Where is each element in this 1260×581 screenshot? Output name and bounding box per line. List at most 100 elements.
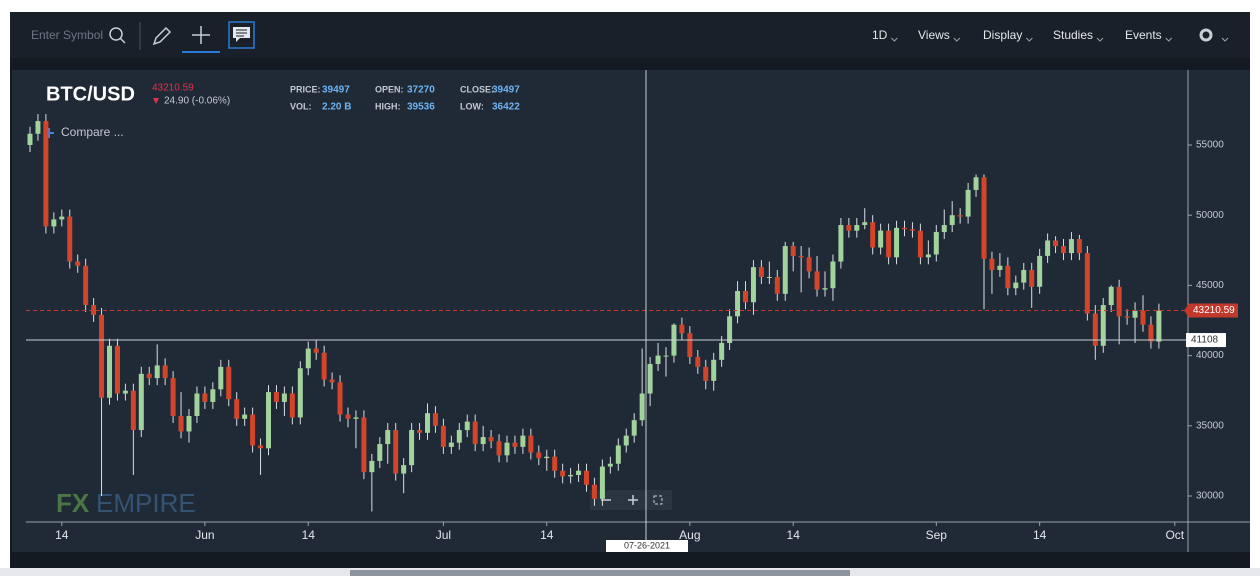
- candle-body: [568, 474, 574, 477]
- candle-body: [43, 121, 49, 227]
- candle-body: [870, 222, 876, 248]
- chevron: [1165, 37, 1173, 42]
- candle-body: [504, 442, 510, 456]
- candle-body: [51, 219, 57, 227]
- candle-body: [401, 465, 407, 474]
- y-tick-label: 30000: [1196, 491, 1224, 502]
- x-tick-label: 14: [302, 528, 316, 542]
- candle-body: [409, 430, 415, 466]
- x-tick-label: Oct: [1165, 528, 1184, 542]
- candle-body: [99, 314, 105, 398]
- menu-item[interactable]: 1D: [872, 28, 888, 42]
- candle-body: [329, 379, 335, 383]
- crosshair-date: 07-26-2021: [624, 540, 670, 550]
- candle-body: [488, 437, 494, 442]
- add-icon[interactable]: [192, 26, 210, 44]
- info-value: 39497: [492, 85, 520, 96]
- menu-item[interactable]: Events: [1125, 28, 1162, 42]
- candle-body: [639, 393, 645, 421]
- candle-body: [552, 456, 558, 471]
- candle-body: [472, 421, 478, 445]
- info-label: CLOSE:: [460, 84, 494, 94]
- menu-item[interactable]: Views: [918, 28, 950, 42]
- chevron: [1221, 37, 1229, 42]
- chevron: [890, 37, 898, 42]
- candle-body: [1021, 269, 1027, 283]
- y-tick-label: 45000: [1196, 280, 1224, 291]
- candle-body: [1148, 324, 1154, 342]
- candle-body: [281, 393, 287, 402]
- candle-body: [886, 230, 892, 258]
- candle-body: [1005, 265, 1011, 289]
- candle-body: [242, 414, 248, 419]
- search-icon[interactable]: [109, 27, 123, 41]
- candle-body: [154, 365, 160, 379]
- comment-icon[interactable]: [228, 21, 255, 49]
- candle-body: [67, 216, 73, 262]
- x-tick-label: Sep: [926, 528, 948, 542]
- candle-body: [1053, 240, 1059, 247]
- candle-body: [536, 452, 542, 459]
- candle-body: [1108, 286, 1114, 306]
- candle-body: [719, 342, 725, 360]
- info-label: HIGH:: [375, 101, 401, 111]
- candle-body: [226, 366, 232, 400]
- candle-body: [385, 430, 391, 445]
- candle-body: [830, 261, 836, 289]
- settings-icon[interactable]: [1199, 28, 1213, 42]
- candle-body: [130, 390, 136, 431]
- scroll-thumb[interactable]: [350, 570, 850, 576]
- x-tick-label: 14: [540, 528, 554, 542]
- candle-body: [782, 246, 788, 294]
- menu-item[interactable]: Studies: [1053, 28, 1093, 42]
- candle-body: [59, 216, 65, 220]
- candle-body: [687, 333, 693, 358]
- candle-body: [750, 267, 756, 303]
- toolbar: [10, 12, 1250, 58]
- compare[interactable]: Compare ...: [61, 125, 124, 139]
- candle-body: [917, 230, 923, 258]
- candle-body: [417, 430, 423, 433]
- candle-body: [27, 133, 33, 145]
- fit-button[interactable]: [653, 495, 663, 505]
- candle-body: [369, 460, 375, 473]
- symbol-search[interactable]: Enter Symbol: [31, 28, 103, 42]
- candle-body: [878, 230, 884, 248]
- info-value: 39497: [322, 85, 350, 96]
- candle-body: [584, 470, 589, 485]
- candle-body: [91, 305, 97, 315]
- menu-item[interactable]: Display: [983, 28, 1022, 42]
- candle-body: [297, 368, 303, 418]
- candle-body: [663, 355, 669, 357]
- draw-icon[interactable]: [152, 26, 172, 46]
- candle-body: [218, 366, 224, 390]
- candle-body: [822, 288, 828, 290]
- candle-body: [425, 413, 430, 433]
- info-value: 39536: [407, 102, 435, 113]
- candle-body: [1068, 239, 1074, 254]
- candle-body: [305, 348, 311, 369]
- x-tick-label: Aug: [679, 528, 700, 542]
- candle-body: [266, 392, 271, 449]
- candle-body: [512, 442, 518, 447]
- candle-body: [122, 390, 128, 394]
- toolbar-icons: [109, 21, 1213, 53]
- y-tick-label: 50000: [1196, 210, 1224, 221]
- candle-body: [250, 414, 256, 446]
- candle-body: [528, 435, 534, 453]
- info-label: LOW:: [460, 101, 484, 111]
- candle-body: [766, 276, 772, 278]
- chevron: [1026, 37, 1033, 42]
- crosshair-tag: [1186, 333, 1226, 348]
- candle-body: [599, 466, 605, 499]
- candle-body: [1092, 313, 1098, 346]
- candle-body: [1100, 305, 1106, 346]
- candle-body: [941, 225, 947, 233]
- down-arrow: [153, 98, 159, 104]
- candle-body: [1037, 255, 1043, 287]
- watermark: FX: [56, 488, 90, 518]
- info-value: 2.20 B: [322, 102, 351, 113]
- candle-body: [393, 430, 399, 474]
- price-tag: [1184, 303, 1238, 318]
- candle-body: [202, 393, 208, 402]
